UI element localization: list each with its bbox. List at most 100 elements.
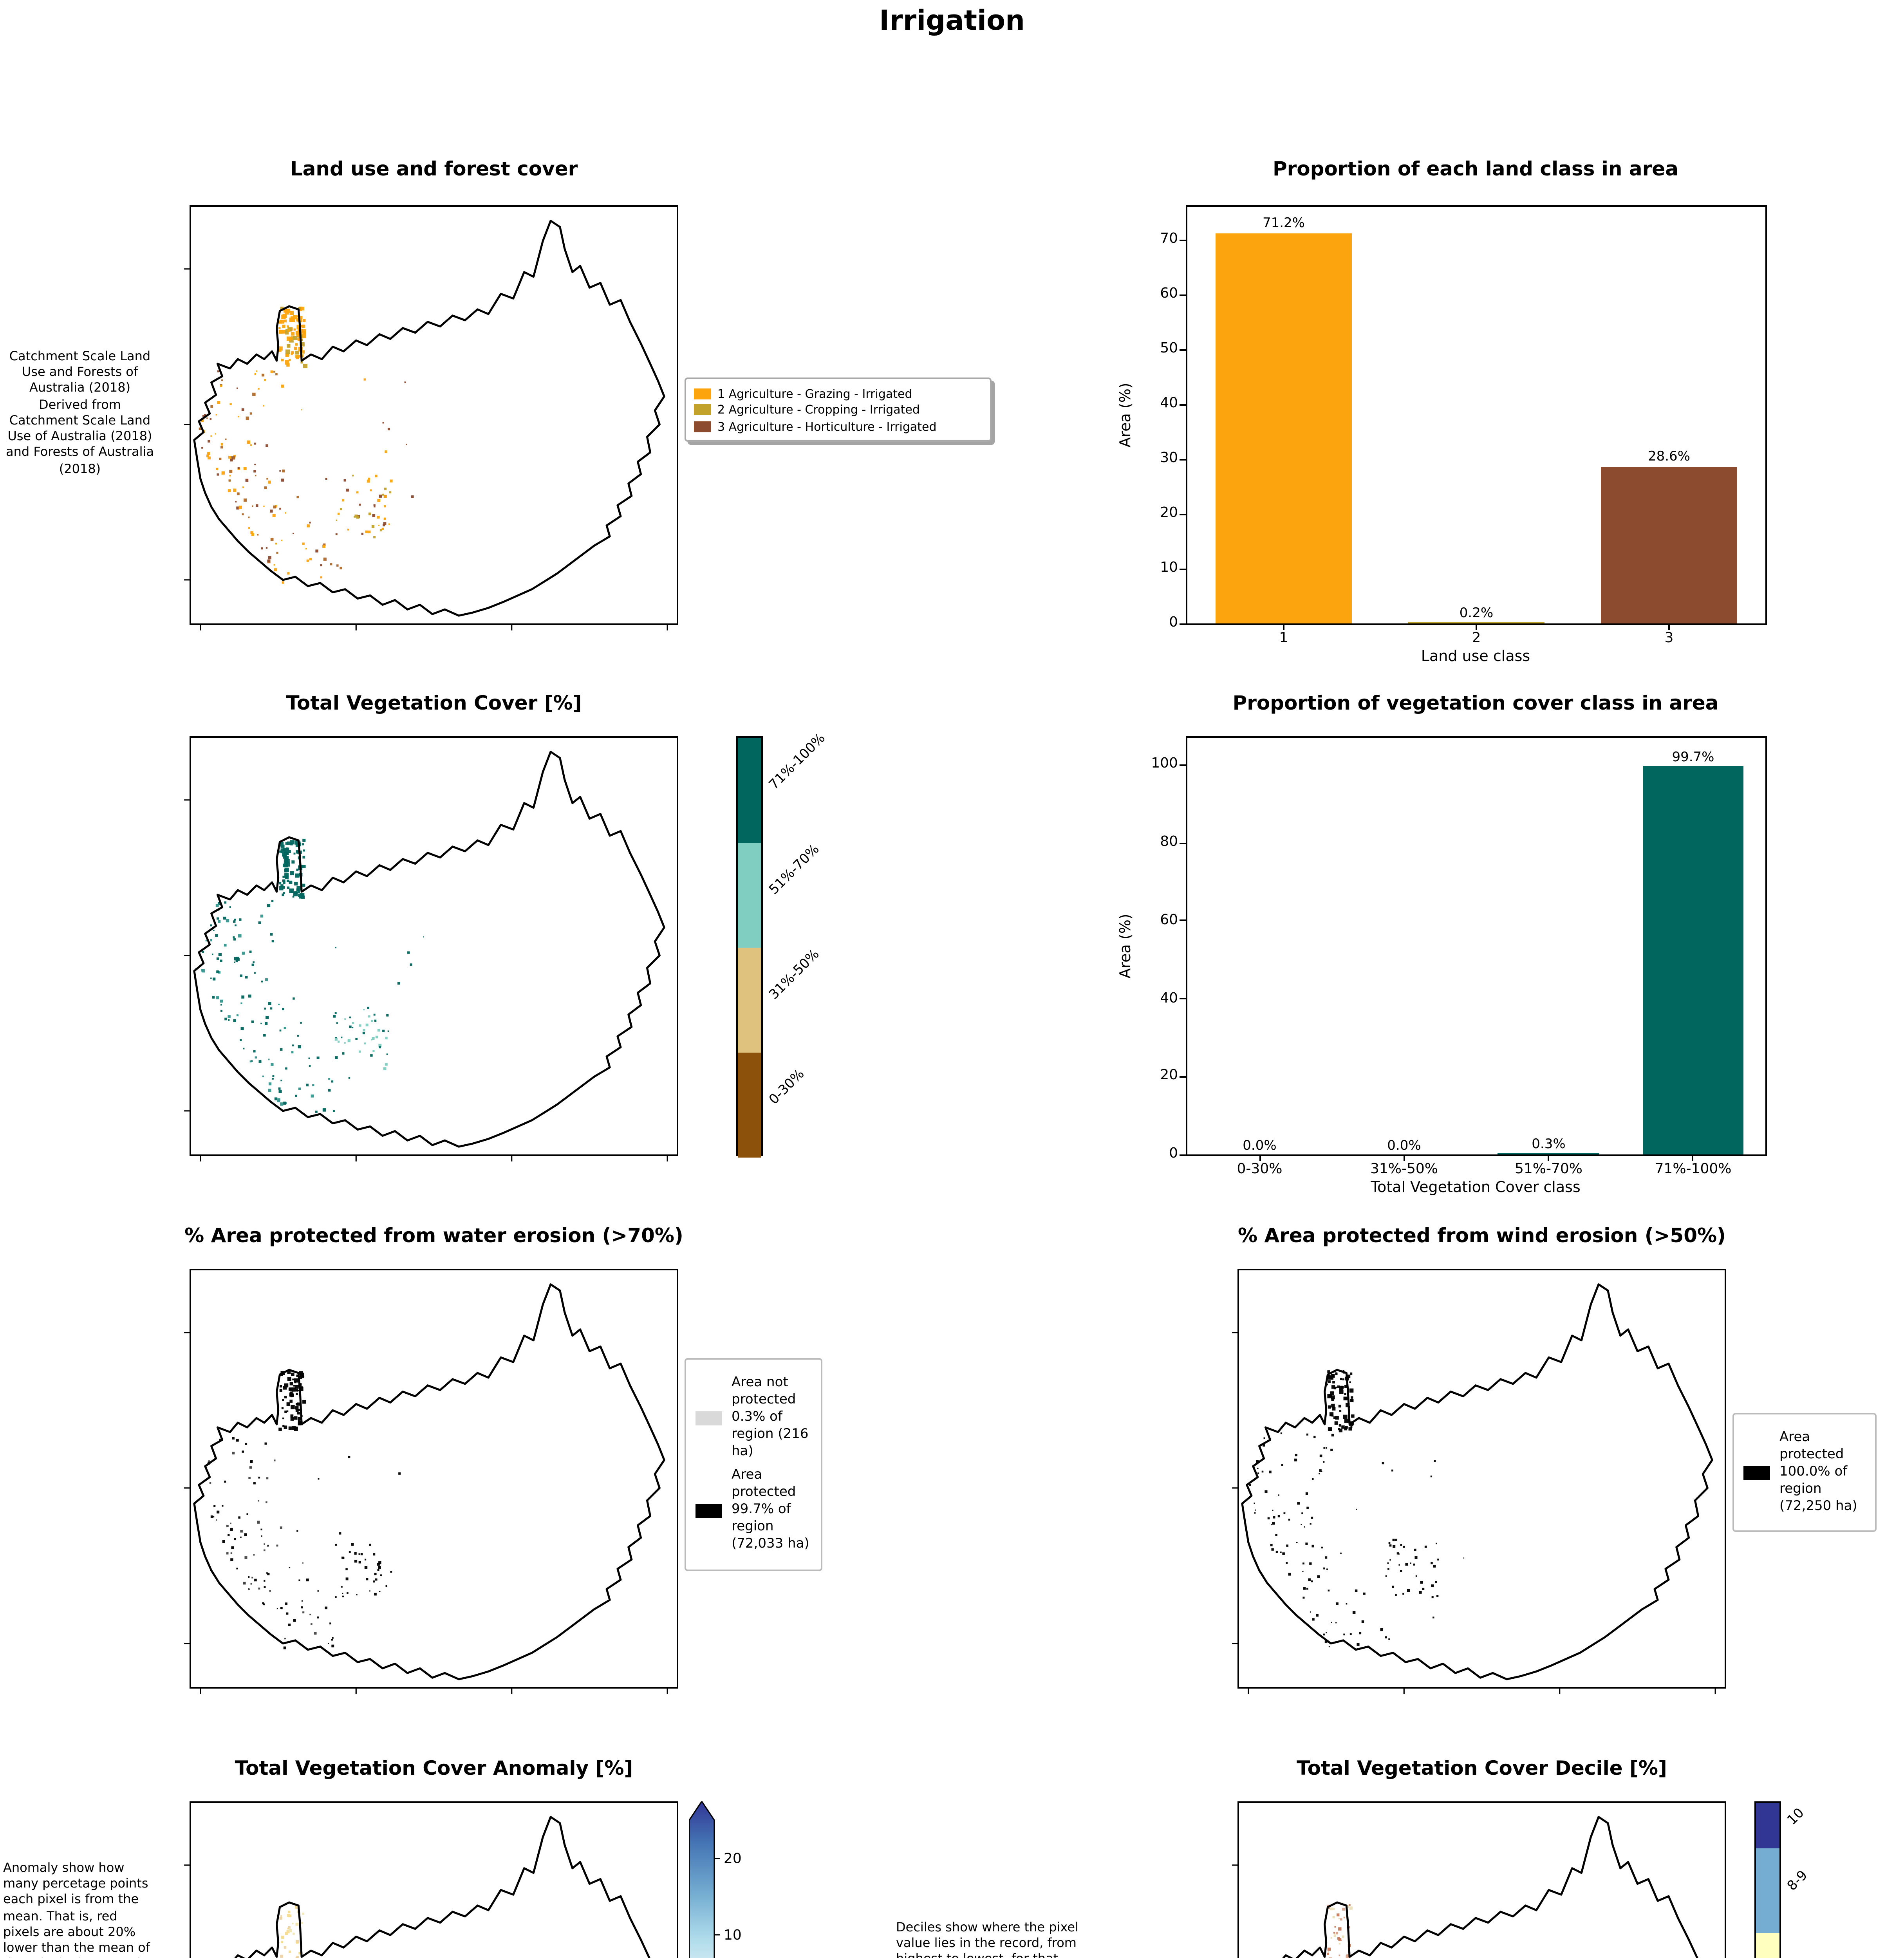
catchment-boundary	[193, 751, 665, 1148]
colorbar-segment	[738, 843, 761, 948]
map-axis-ticks	[184, 1864, 191, 1866]
colorbar-label: 0-30%	[766, 1067, 808, 1109]
legend-item: 1 Agriculture - Grazing - Irrigated	[694, 386, 982, 400]
y-tick	[1180, 349, 1187, 350]
anomaly-colorbar: 20 10 0 −10 −20	[689, 1801, 742, 1958]
bar-value-label: 0.0%	[1243, 1138, 1277, 1154]
x-tick-label: 0-30%	[1237, 1162, 1283, 1178]
y-tick	[1180, 1076, 1187, 1078]
y-tick-label: 40	[1160, 396, 1178, 412]
x-tick-label: 71%-100%	[1655, 1162, 1732, 1178]
decile-map-canvas	[1232, 1816, 1698, 1958]
bar-value-label: 0.0%	[1387, 1138, 1421, 1154]
x-tick-label: 31%-50%	[1370, 1162, 1438, 1178]
vegcover-bar-chart: 0 20 40 60 80 100 0-30% 0.0% 31%-50% 0.0% 51%-70% 0…	[1151, 736, 1767, 1178]
y-tick	[1180, 623, 1187, 624]
vegcover-colorbar	[736, 736, 763, 1158]
legend-swatch-not-protected	[695, 1411, 722, 1425]
legend-label: Area not protected 0.3% of region (216 h…	[732, 1375, 809, 1459]
map-axis-ticks	[184, 268, 668, 630]
map-pixels	[278, 1906, 304, 1958]
colorbar-label: 10	[1785, 1806, 1808, 1829]
colorbar-label: 8-9	[1785, 1868, 1812, 1895]
legend-swatch-cropping	[694, 404, 711, 415]
decile-map-title: Total Vegetation Cover Decile [%]	[1297, 1756, 1667, 1779]
vegcover-map-title: Total Vegetation Cover [%]	[286, 691, 582, 714]
x-tick	[1548, 1154, 1550, 1161]
vegcover-chart-title: Proportion of vegetation cover class in …	[1232, 691, 1719, 714]
wind-erosion-map	[1232, 1269, 1726, 1694]
colorbar-segment	[1756, 1933, 1779, 1958]
y-tick-label: 80	[1160, 835, 1178, 851]
legend-swatch-grazing	[694, 388, 711, 399]
map-pixels	[1249, 1370, 1465, 1647]
water-erosion-map-title: % Area protected from water erosion (>70…	[184, 1223, 683, 1247]
landuse-chart-xlabel: Land use class	[1421, 648, 1530, 666]
bar-value-label: 71.2%	[1262, 217, 1305, 233]
x-tick-label: 2	[1472, 631, 1481, 647]
x-tick	[1476, 623, 1477, 630]
legend-swatch-protected	[1743, 1465, 1770, 1480]
y-tick	[1180, 513, 1187, 515]
wind-erosion-map-canvas	[1232, 1283, 1716, 1694]
y-tick	[1180, 458, 1187, 460]
colorbar-label: 51%-70%	[766, 842, 823, 899]
landuse-chart-ylabel: Area (%)	[1118, 383, 1135, 448]
colorbar-label: 31%-50%	[766, 947, 823, 1004]
wind-erosion-legend: Area protected 100.0% of region (72,250 …	[1732, 1413, 1877, 1533]
y-tick	[1180, 998, 1187, 1000]
legend-label: Area protected 99.7% of region (72,033 h…	[732, 1468, 809, 1552]
anomaly-map-canvas	[184, 1816, 650, 1958]
y-tick-label: 40	[1160, 991, 1178, 1007]
anomaly-tick-label: 20	[724, 1851, 742, 1867]
colorbar-segment	[738, 1053, 761, 1158]
bar-value-label: 99.7%	[1672, 750, 1714, 766]
landuse-map-canvas	[184, 220, 668, 630]
page-title: Irrigation	[879, 6, 1025, 38]
x-tick	[1403, 1154, 1405, 1161]
decile-map	[1232, 1801, 1726, 1958]
anomaly-colorbar-body	[689, 1801, 715, 1958]
y-tick	[1180, 842, 1187, 844]
map-pixels	[1327, 1902, 1353, 1958]
y-tick-label: 60	[1160, 287, 1178, 302]
y-tick-label: 60	[1160, 913, 1178, 929]
y-tick	[1180, 920, 1187, 922]
y-tick-label: 20	[1160, 506, 1178, 522]
water-erosion-map	[184, 1269, 678, 1694]
map-pixels	[195, 838, 424, 1113]
legend-label: 1 Agriculture - Grazing - Irrigated	[717, 386, 912, 400]
catchment-boundary	[1241, 1283, 1713, 1680]
landuse-map	[184, 205, 678, 630]
bar-value-label: 28.6%	[1647, 450, 1691, 466]
bar-value-label: 0.3%	[1532, 1137, 1566, 1152]
bar	[1601, 466, 1737, 623]
decile-note: Deciles show where the pixel value lies …	[896, 1920, 1078, 1958]
y-tick	[1180, 403, 1187, 405]
x-tick-label: 3	[1664, 631, 1674, 647]
legend-item: 3 Agriculture - Horticulture - Irrigated	[694, 419, 982, 433]
legend-item: Area protected 100.0% of region (72,250 …	[1743, 1430, 1866, 1515]
map-pixels	[199, 306, 414, 584]
y-tick	[1180, 294, 1187, 295]
legend-item: Area not protected 0.3% of region (216 h…	[695, 1375, 811, 1461]
legend-swatch-horticulture	[694, 421, 711, 432]
map-axis-ticks	[184, 799, 668, 1161]
bar	[1642, 766, 1744, 1154]
anomaly-colorbar-ticks	[714, 1858, 720, 1936]
vegcover-map-canvas	[184, 751, 668, 1161]
bar	[1216, 233, 1351, 623]
x-tick	[1692, 1154, 1694, 1161]
vegcover-map	[184, 736, 678, 1161]
y-tick	[1180, 764, 1187, 766]
y-tick	[1180, 239, 1187, 240]
y-tick-label: 20	[1160, 1069, 1178, 1085]
map-axis-ticks	[1232, 1332, 1716, 1694]
legend-label: 3 Agriculture - Horticulture - Irrigated	[717, 419, 937, 433]
y-tick	[1180, 1154, 1187, 1155]
y-tick-label: 70	[1160, 232, 1178, 247]
colorbar-label: 71%-100%	[766, 731, 829, 794]
catchment-boundary	[1282, 1816, 1698, 1958]
map-axis-ticks	[184, 1332, 668, 1694]
